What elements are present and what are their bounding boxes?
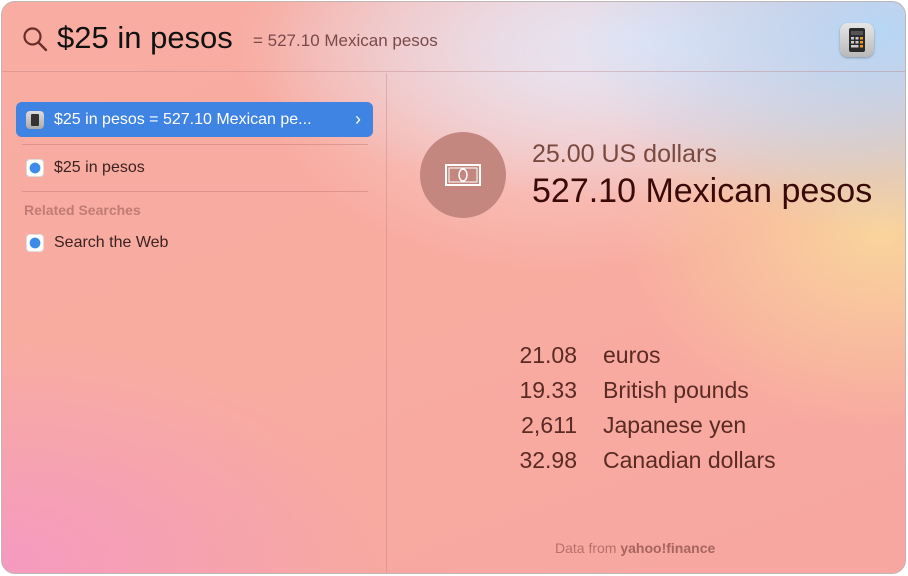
result-web-search[interactable]: $25 in pesos [16,150,373,185]
result-label: Search the Web [54,233,169,251]
section-heading: Related Searches [24,202,141,218]
result-calculator[interactable]: $25 in pesos = 527.10 Mexican pe... › [16,102,373,137]
conversion-value: 19.33 [519,377,577,403]
conversion-currency: Canadian dollars [603,447,776,473]
separator [22,191,368,192]
yahoo-finance-logo[interactable]: yahoo!finance [620,540,716,556]
pane-divider [386,73,387,573]
banknote-icon [420,132,506,218]
conversion-value: 32.98 [519,447,577,473]
safari-icon [26,233,44,252]
search-bar: $25 in pesos = 527.10 Mexican pesos [2,2,905,72]
calculator-icon [26,110,44,129]
safari-icon [26,158,44,177]
inline-result: = 527.10 Mexican pesos [253,31,438,50]
conversion-currency: British pounds [603,377,749,403]
result-label: $25 in pesos = 527.10 Mexican pe... [54,110,312,128]
related-search-web[interactable]: Search the Web [16,225,373,260]
conversion-from: 25.00 US dollars [532,140,717,168]
result-label: $25 in pesos [54,158,145,176]
conversion-currency: euros [603,342,661,368]
data-source: Data from yahoo!finance [555,540,715,556]
conversion-value: 21.08 [519,342,577,368]
conversion-currency: Japanese yen [603,412,747,438]
calculator-icon[interactable] [840,23,874,57]
conversion-value: 2,611 [521,412,577,438]
separator [22,144,368,145]
chevron-right-icon: › [355,109,361,129]
search-input[interactable]: $25 in pesos [57,20,233,55]
footer-prefix: Data from [555,540,617,556]
search-icon [23,27,48,52]
conversion-to: 527.10 Mexican pesos [532,172,873,210]
